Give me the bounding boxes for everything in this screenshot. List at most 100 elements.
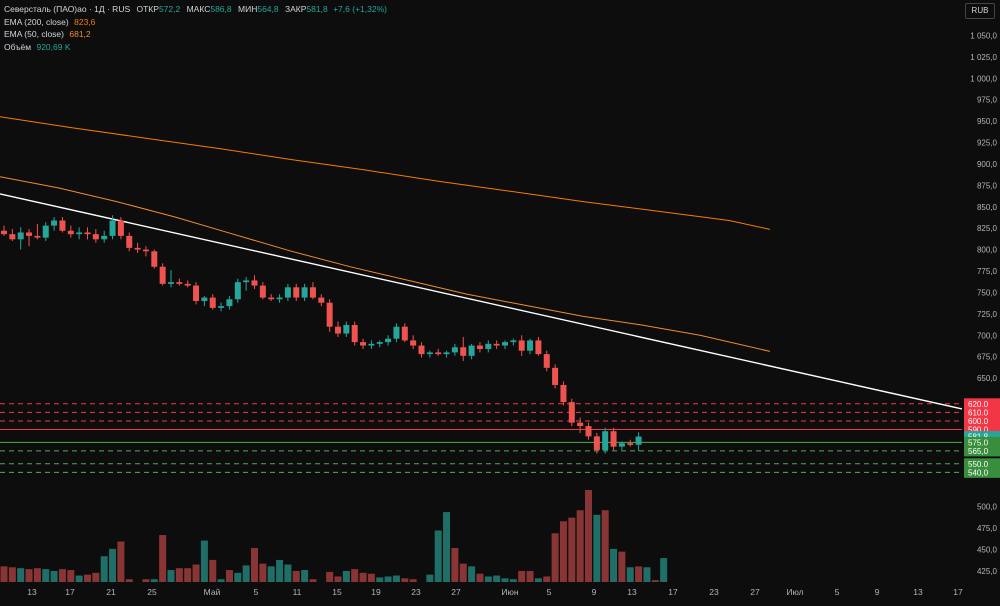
candle[interactable] xyxy=(251,280,258,286)
candle[interactable] xyxy=(159,266,166,284)
candle[interactable] xyxy=(635,436,642,445)
candle[interactable] xyxy=(109,220,116,236)
candle[interactable] xyxy=(126,235,133,248)
volume-bar xyxy=(551,533,559,582)
candle[interactable] xyxy=(543,354,550,368)
candle[interactable] xyxy=(602,431,609,451)
candle[interactable] xyxy=(301,287,308,298)
candle[interactable] xyxy=(502,342,508,346)
candle[interactable] xyxy=(435,352,442,355)
currency-button[interactable]: RUB xyxy=(965,3,995,19)
candle[interactable] xyxy=(627,443,634,445)
candle[interactable] xyxy=(585,426,592,437)
candle[interactable] xyxy=(142,249,149,252)
candle[interactable] xyxy=(59,220,66,231)
candle[interactable] xyxy=(76,232,83,235)
candle[interactable] xyxy=(151,251,158,267)
candle[interactable] xyxy=(209,297,216,308)
candle[interactable] xyxy=(26,232,33,236)
candle[interactable] xyxy=(610,431,617,447)
candle[interactable] xyxy=(577,422,584,427)
candle[interactable] xyxy=(401,326,408,341)
candle[interactable] xyxy=(259,285,266,298)
candle[interactable] xyxy=(443,352,450,355)
candle[interactable] xyxy=(67,230,74,235)
volume-value: 920,69 K xyxy=(36,41,71,52)
candle[interactable] xyxy=(518,340,525,351)
volume-bar xyxy=(42,569,50,582)
candle[interactable] xyxy=(493,343,500,346)
candle[interactable] xyxy=(134,247,141,250)
candle[interactable] xyxy=(101,235,108,240)
candle[interactable] xyxy=(410,340,417,346)
candle[interactable] xyxy=(318,297,325,303)
time-axis[interactable] xyxy=(0,582,964,601)
candle[interactable] xyxy=(618,443,625,447)
candle[interactable] xyxy=(34,235,41,238)
candle[interactable] xyxy=(218,306,225,308)
volume-bar xyxy=(150,579,158,582)
ema200-row[interactable]: EMA (200, close) 823,6 xyxy=(4,16,387,29)
volume-bar xyxy=(518,570,526,582)
symbol-title[interactable]: Северсталь (ПАО)ао · 1Д · RUS xyxy=(4,4,131,14)
candle[interactable] xyxy=(226,299,233,307)
candle[interactable] xyxy=(193,285,200,301)
candle[interactable] xyxy=(368,343,375,346)
candle[interactable] xyxy=(460,347,467,356)
candle[interactable] xyxy=(168,282,174,284)
candle[interactable] xyxy=(568,402,575,423)
candle[interactable] xyxy=(176,282,183,284)
candle[interactable] xyxy=(351,324,358,343)
candle[interactable] xyxy=(360,342,367,346)
candle[interactable] xyxy=(184,283,191,286)
candle[interactable] xyxy=(243,280,250,283)
candle[interactable] xyxy=(552,367,559,385)
candle[interactable] xyxy=(201,297,208,301)
candle[interactable] xyxy=(535,340,542,355)
candle[interactable] xyxy=(426,352,433,355)
candle[interactable] xyxy=(268,297,275,300)
candle[interactable] xyxy=(510,340,517,343)
ema50-line[interactable] xyxy=(0,176,771,352)
ema200-line[interactable] xyxy=(0,116,771,230)
volume-row[interactable]: Объём 920,69 K xyxy=(4,41,387,54)
candle[interactable] xyxy=(468,345,475,356)
candle[interactable] xyxy=(527,340,534,351)
candle[interactable] xyxy=(560,384,567,403)
candle[interactable] xyxy=(593,436,600,451)
ema50-row[interactable]: EMA (50, close) 681,2 xyxy=(4,28,387,41)
y-tick-label: 1 000,0 xyxy=(970,74,997,83)
candle[interactable] xyxy=(51,220,58,226)
candle[interactable] xyxy=(418,345,425,355)
y-tick-label: 475,0 xyxy=(977,524,998,533)
volume-bar xyxy=(167,570,175,582)
x-tick-label: 5 xyxy=(547,587,552,597)
volume-bar xyxy=(585,490,592,582)
candle[interactable] xyxy=(276,297,283,300)
candle[interactable] xyxy=(451,347,458,353)
candle[interactable] xyxy=(234,282,241,300)
candle[interactable] xyxy=(293,287,300,298)
candle[interactable] xyxy=(284,287,291,298)
candle[interactable] xyxy=(476,345,483,349)
volume-bar xyxy=(426,574,434,582)
price-axis[interactable] xyxy=(964,0,1000,601)
candle[interactable] xyxy=(326,302,333,327)
candle[interactable] xyxy=(84,232,91,235)
candle[interactable] xyxy=(343,324,350,334)
candle[interactable] xyxy=(17,232,24,240)
candle[interactable] xyxy=(9,234,16,240)
candle[interactable] xyxy=(42,225,49,238)
candle[interactable] xyxy=(385,338,392,343)
candle[interactable] xyxy=(393,326,400,339)
trend-line[interactable] xyxy=(0,193,963,410)
candle[interactable] xyxy=(376,342,383,344)
candle[interactable] xyxy=(92,234,99,240)
candle[interactable] xyxy=(485,343,492,349)
candle[interactable] xyxy=(309,287,316,298)
candle[interactable] xyxy=(335,326,341,334)
candle[interactable] xyxy=(1,230,7,235)
candle[interactable] xyxy=(117,220,124,236)
